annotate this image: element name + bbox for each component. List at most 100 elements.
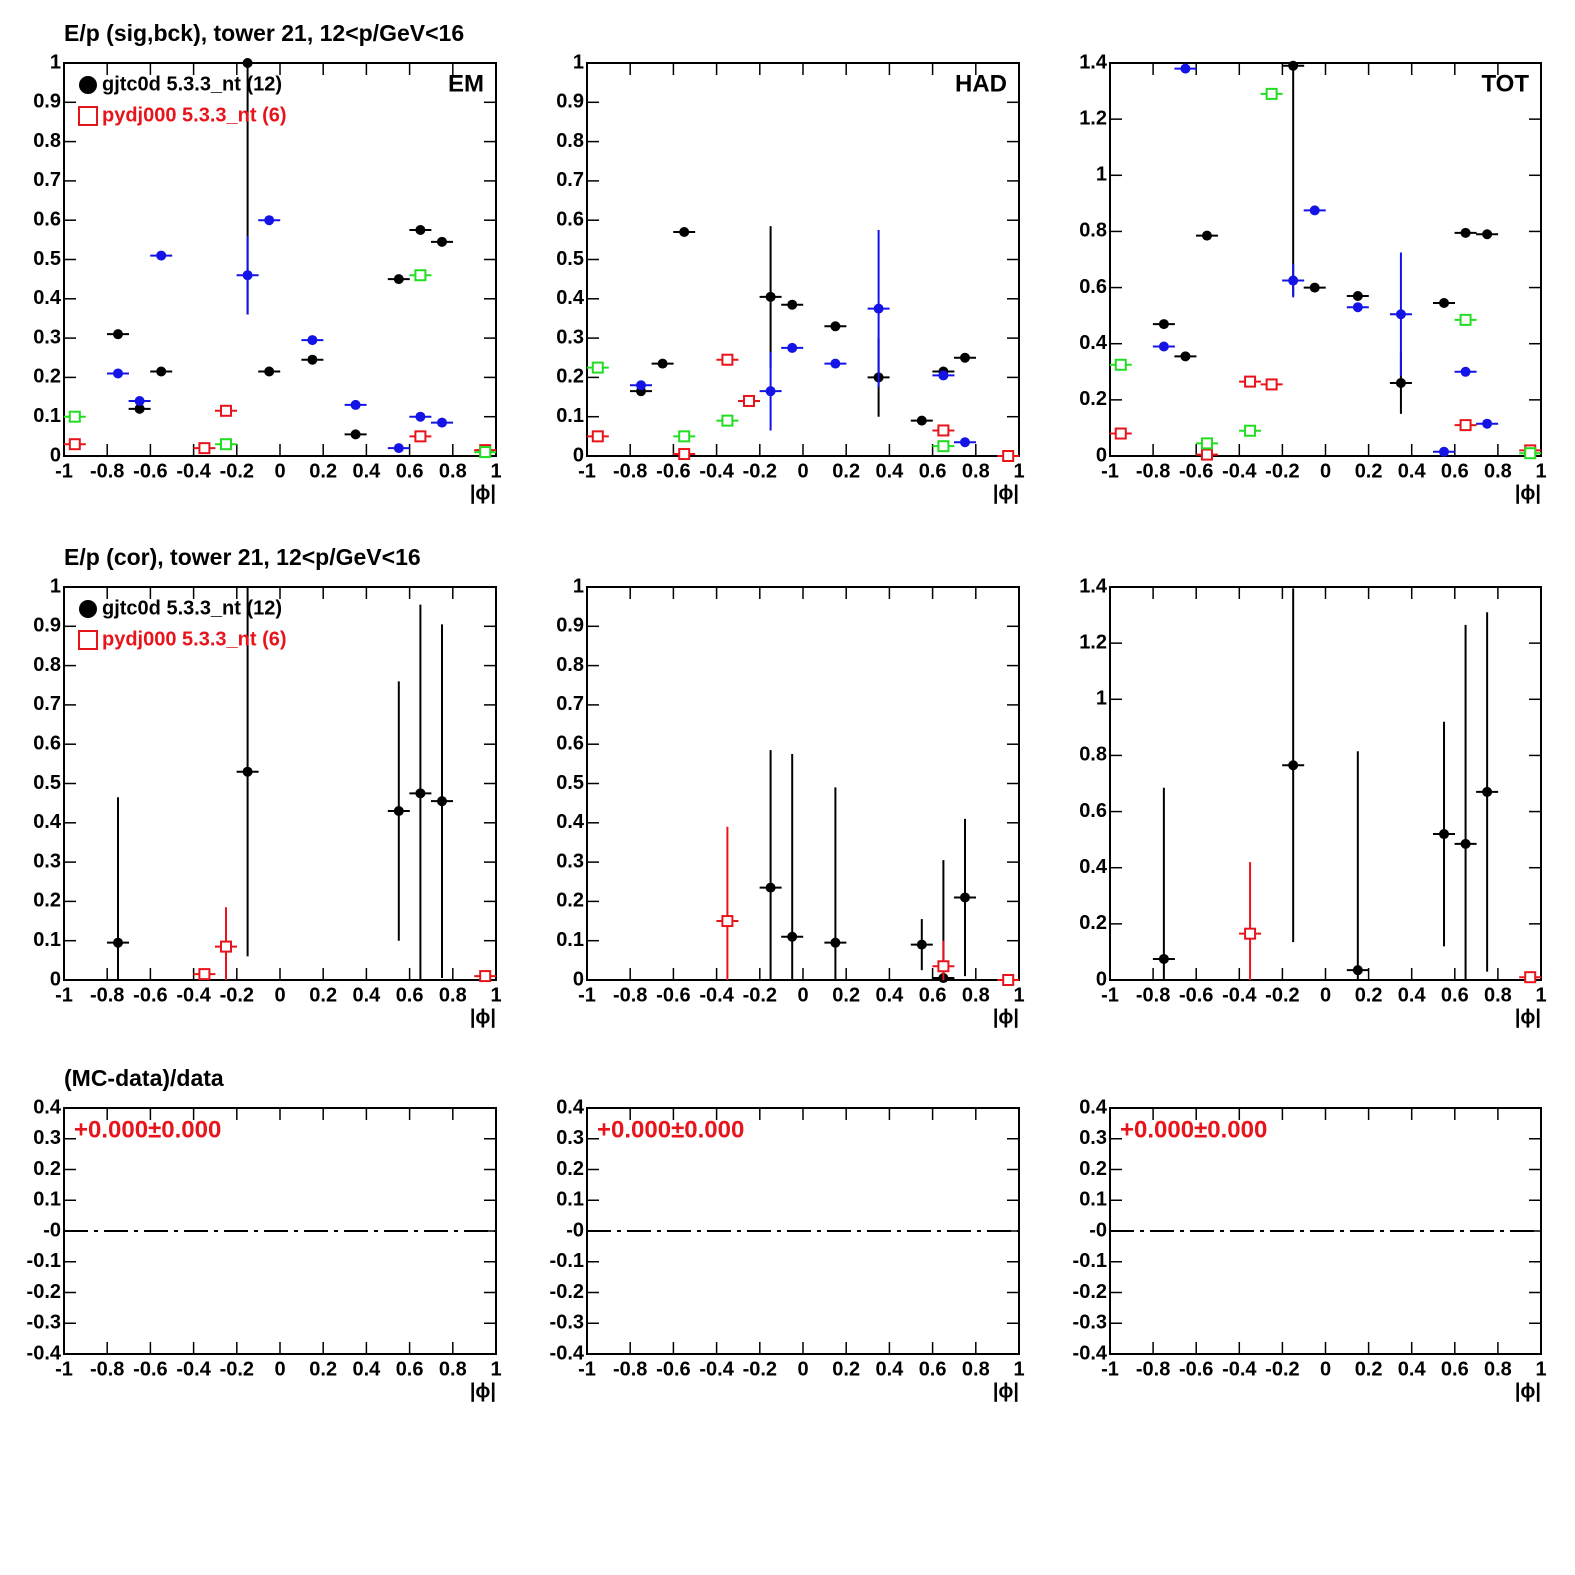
marker [1114, 427, 1127, 440]
y-tick-label: 0.4 [33, 811, 62, 833]
plot-frame [586, 586, 1020, 981]
marker [437, 796, 447, 807]
marker [873, 303, 884, 314]
y-tick-label: 0.2 [33, 1158, 61, 1180]
marker [787, 342, 798, 353]
marker [787, 931, 798, 942]
marker [113, 329, 123, 340]
y-tick-label: 0.1 [33, 929, 61, 951]
x-tick-label: 0.8 [1484, 1358, 1512, 1380]
x-tick-label: -0.8 [90, 1358, 124, 1380]
marker [1459, 419, 1472, 432]
x-tick-label: 0.2 [309, 984, 337, 1006]
marker [350, 399, 361, 410]
y-tick-label: -0.1 [1073, 1250, 1107, 1272]
marker [1309, 282, 1320, 293]
marker [242, 766, 253, 777]
y-tick-label: 0.5 [556, 248, 584, 270]
x-tick-label: -0.6 [133, 984, 167, 1006]
y-tick-label: 0.6 [33, 732, 61, 754]
x-tick-label: -0.8 [1136, 1358, 1170, 1380]
x-axis-label: |ϕ| [1515, 482, 1541, 504]
marker [1002, 450, 1015, 462]
y-tick-label: 0.6 [556, 732, 584, 754]
x-tick-label: 0.8 [1484, 460, 1512, 482]
marker [414, 430, 427, 443]
x-tick-label: 0.2 [832, 460, 860, 482]
y-tick-label: -0.3 [27, 1312, 61, 1334]
x-tick-label: -1 [1101, 460, 1119, 482]
x-tick-label: 0.2 [832, 1358, 860, 1380]
y-tick-label: 1 [573, 575, 584, 597]
plot-frame [586, 62, 1020, 457]
marker [1265, 87, 1278, 100]
y-tick-label: 1.4 [1079, 51, 1108, 73]
x-tick-label: 0 [797, 984, 808, 1006]
marker [415, 411, 426, 422]
y-tick-label: -0.2 [550, 1281, 584, 1303]
marker [1201, 230, 1212, 241]
y-tick-label: 0.2 [33, 366, 61, 388]
y-tick-label: 0.3 [33, 1127, 61, 1149]
marker [1158, 341, 1169, 352]
x-tick-label: 0.4 [875, 460, 904, 482]
marker [678, 448, 691, 461]
x-tick-label: 0.4 [352, 1358, 381, 1380]
x-tick-label: 0 [797, 460, 808, 482]
marker [1265, 378, 1278, 391]
annotation: +0.000±0.000 [1120, 1116, 1267, 1143]
x-axis-label: |ϕ| [1515, 1380, 1541, 1402]
marker [415, 788, 426, 799]
marker [198, 968, 211, 981]
marker [307, 354, 318, 365]
marker [1439, 298, 1450, 309]
marker [1200, 448, 1213, 461]
marker [1524, 971, 1537, 984]
x-tick-label: -1 [55, 984, 73, 1006]
x-tick-label: 1 [1535, 984, 1546, 1006]
y-tick-label: 0 [1096, 444, 1107, 466]
marker [1460, 838, 1471, 849]
y-tick-label: -0.3 [1073, 1312, 1107, 1334]
y-tick-label: 0.2 [1079, 388, 1107, 410]
y-tick-label: 0.2 [33, 890, 61, 912]
marker [787, 299, 798, 310]
marker [113, 368, 123, 379]
x-axis-label: |ϕ| [470, 1380, 496, 1402]
y-tick-label: 0.6 [556, 208, 584, 230]
x-tick-label: -1 [578, 460, 596, 482]
x-tick-label: -0.2 [1265, 460, 1299, 482]
marker [1244, 927, 1257, 940]
y-tick-label: 0.6 [1079, 800, 1107, 822]
x-tick-label: 0.6 [919, 1358, 947, 1380]
annotation: +0.000±0.000 [597, 1116, 744, 1143]
marker [591, 430, 604, 443]
marker [937, 440, 950, 453]
x-tick-label: -0.6 [133, 460, 167, 482]
marker [916, 415, 927, 426]
panel-label: HAD [955, 70, 1007, 97]
x-tick-label: -1 [55, 460, 73, 482]
marker [479, 970, 492, 983]
marker [113, 937, 123, 948]
x-tick-label: -0.6 [656, 460, 690, 482]
marker [916, 939, 927, 950]
marker [1482, 418, 1493, 429]
marker [938, 370, 949, 381]
y-tick-label: 0.8 [1079, 220, 1107, 242]
y-tick-label: 0 [573, 968, 584, 990]
legend-label: gjtc0d 5.3.3_nt (12) [102, 73, 282, 95]
y-tick-label: 0.3 [556, 326, 584, 348]
y-tick-label: 0 [50, 444, 61, 466]
y-tick-label: 0.8 [556, 130, 584, 152]
marker [1288, 60, 1299, 71]
y-tick-label: 0.7 [33, 693, 61, 715]
x-axis-label: |ϕ| [470, 482, 496, 504]
marker [198, 442, 211, 455]
x-tick-label: 0.2 [309, 460, 337, 482]
y-tick-label: 0.2 [556, 1158, 584, 1180]
y-tick-label: 0 [1096, 968, 1107, 990]
plot-frame [1109, 62, 1542, 457]
x-tick-label: -0.8 [613, 984, 647, 1006]
